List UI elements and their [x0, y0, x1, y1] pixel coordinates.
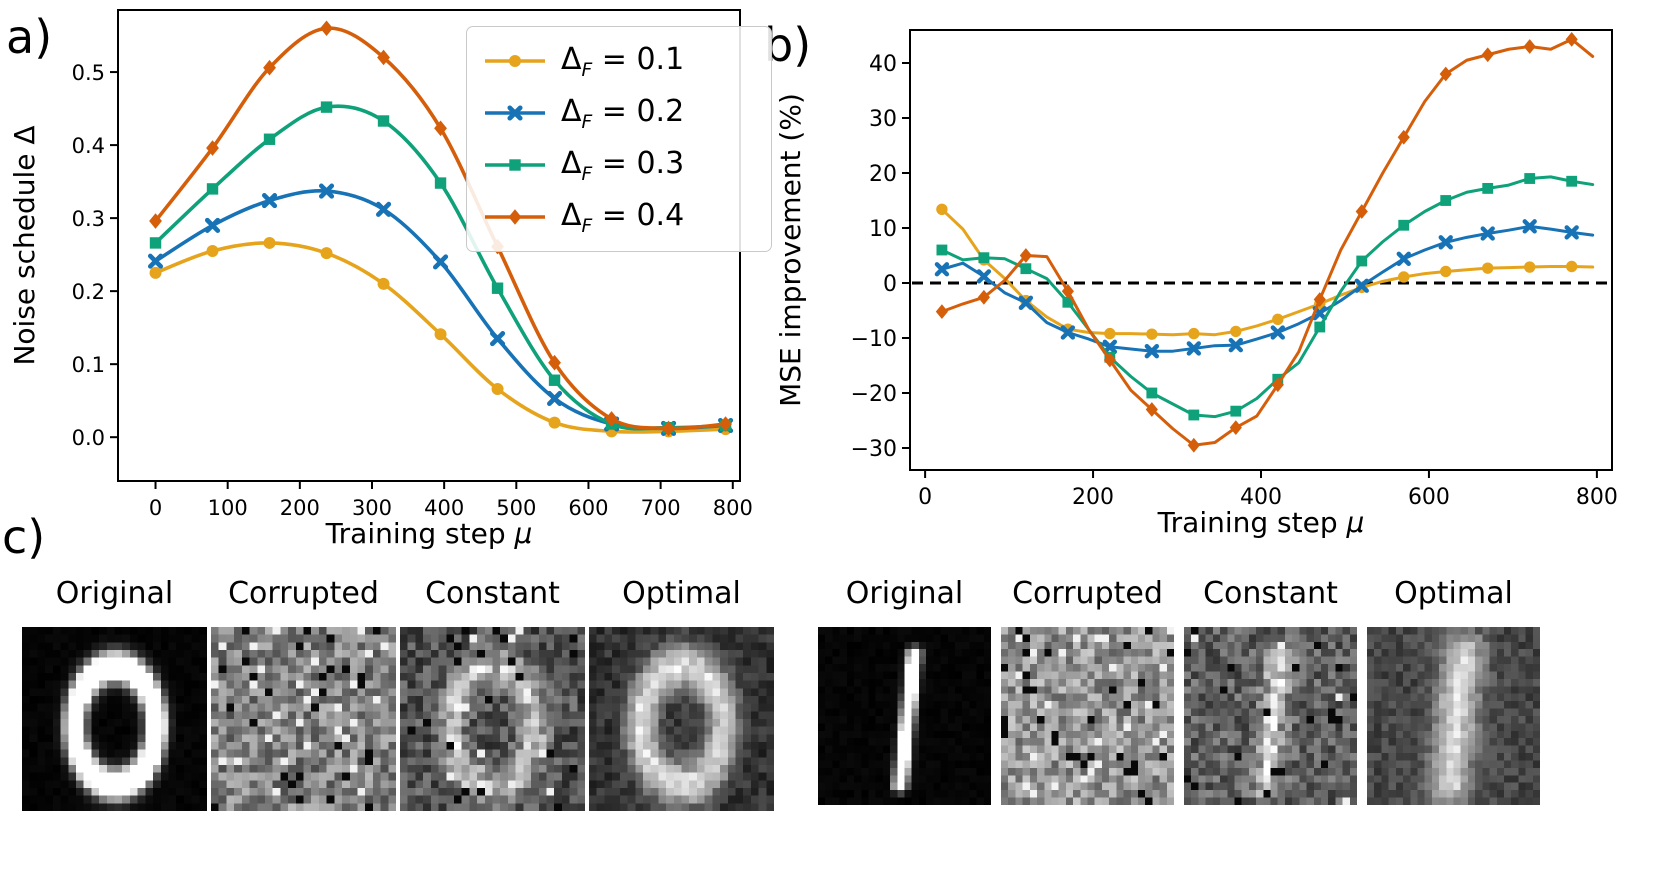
- svg-text:0.1: 0.1: [72, 353, 105, 377]
- svg-text:0.0: 0.0: [72, 426, 105, 450]
- svg-text:Training step μ: Training step μ: [325, 517, 533, 550]
- legend-label: ΔF = 0.1: [561, 41, 685, 81]
- svg-text:600: 600: [1408, 485, 1450, 510]
- image-title: Optimal: [1394, 576, 1513, 611]
- svg-text:600: 600: [568, 496, 608, 520]
- legend-marker-diamond: [485, 209, 545, 225]
- svg-text:10: 10: [869, 217, 897, 242]
- svg-text:0.3: 0.3: [72, 207, 105, 231]
- image-tile: Original: [22, 576, 207, 811]
- legend-label: ΔF = 0.2: [561, 93, 685, 133]
- svg-text:100: 100: [208, 496, 248, 520]
- svg-text:400: 400: [1240, 485, 1282, 510]
- image-tile: Optimal: [589, 576, 774, 811]
- digit-image-optimal-1: [1367, 627, 1540, 805]
- svg-text:30: 30: [869, 107, 897, 132]
- svg-text:0: 0: [918, 485, 932, 510]
- svg-text:200: 200: [1072, 485, 1114, 510]
- image-tile: Corrupted: [1001, 576, 1174, 805]
- panel-a-label: a): [6, 10, 53, 64]
- digit-image-corrupted-1: [1001, 627, 1174, 805]
- image-tile: Optimal: [1367, 576, 1540, 805]
- svg-text:40: 40: [869, 52, 897, 77]
- legend-label: ΔF = 0.4: [561, 197, 685, 237]
- image-tile: Corrupted: [211, 576, 396, 811]
- svg-text:700: 700: [641, 496, 681, 520]
- noise-schedule-chart: 0 100 200 300 400 500 600 700 800 0.0 0.1 0.2 0.3 0.4…: [8, 9, 753, 550]
- panel-c-label: c): [2, 510, 46, 564]
- image-tile: Constant: [1184, 576, 1357, 805]
- legend: ΔF = 0.1 ΔF = 0.2 ΔF = 0.3 ΔF = 0.4: [466, 26, 772, 252]
- svg-text:300: 300: [352, 496, 392, 520]
- legend-item: ΔF = 0.4: [483, 195, 757, 239]
- legend-marker-square: [485, 159, 545, 171]
- svg-text:0.4: 0.4: [72, 134, 105, 158]
- svg-text:−20: −20: [851, 382, 897, 407]
- svg-text:0.2: 0.2: [72, 280, 105, 304]
- svg-text:Noise schedule Δ: Noise schedule Δ: [8, 125, 41, 365]
- legend-marker-x: [485, 105, 545, 121]
- digit-image-original-1: [818, 627, 991, 805]
- digit-image-original-0: [22, 627, 207, 811]
- svg-text:0.5: 0.5: [72, 61, 105, 85]
- digit-image-corrupted-0: [211, 627, 396, 811]
- image-tile: Original: [818, 576, 991, 805]
- legend-item: ΔF = 0.3: [483, 143, 757, 187]
- digit-group-one: Original Corrupted Constant Optimal: [818, 576, 1540, 805]
- svg-text:800: 800: [713, 496, 753, 520]
- legend-label: ΔF = 0.3: [561, 145, 685, 185]
- mse-improvement-chart: 0 200 400 600 800 −30 −20 −10 0 10 20 30 40 Training …: [774, 29, 1618, 539]
- image-title: Constant: [425, 576, 560, 611]
- digit-image-constant-1: [1184, 627, 1357, 805]
- legend-marker-circle: [485, 55, 545, 67]
- image-title: Corrupted: [1012, 576, 1163, 611]
- digit-image-optimal-0: [589, 627, 774, 811]
- digit-image-constant-0: [400, 627, 585, 811]
- image-title: Constant: [1203, 576, 1338, 611]
- svg-text:0: 0: [883, 272, 897, 297]
- digit-group-zero: Original Corrupted Constant Optimal: [22, 576, 774, 811]
- image-title: Optimal: [622, 576, 741, 611]
- svg-text:−10: −10: [851, 327, 897, 352]
- image-title: Original: [55, 576, 174, 611]
- image-title: Original: [845, 576, 964, 611]
- svg-text:Training step μ: Training step μ: [1157, 506, 1365, 539]
- svg-text:500: 500: [496, 496, 536, 520]
- svg-text:200: 200: [280, 496, 320, 520]
- image-title: Corrupted: [228, 576, 379, 611]
- svg-text:−30: −30: [851, 437, 897, 462]
- svg-text:800: 800: [1576, 485, 1618, 510]
- svg-text:MSE improvement (%): MSE improvement (%): [774, 93, 807, 407]
- legend-item: ΔF = 0.1: [483, 39, 757, 83]
- svg-text:20: 20: [869, 162, 897, 187]
- svg-text:400: 400: [424, 496, 464, 520]
- image-tile: Constant: [400, 576, 585, 811]
- svg-text:0: 0: [149, 496, 162, 520]
- legend-item: ΔF = 0.2: [483, 91, 757, 135]
